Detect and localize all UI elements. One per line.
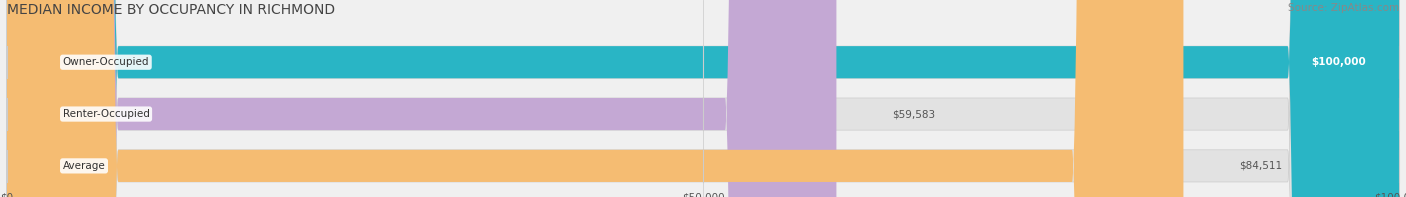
FancyBboxPatch shape bbox=[7, 0, 1399, 197]
Text: $0: $0 bbox=[0, 193, 14, 197]
FancyBboxPatch shape bbox=[7, 0, 1184, 197]
Text: Renter-Occupied: Renter-Occupied bbox=[63, 109, 149, 119]
Text: $50,000: $50,000 bbox=[682, 193, 724, 197]
Text: Owner-Occupied: Owner-Occupied bbox=[63, 57, 149, 67]
FancyBboxPatch shape bbox=[7, 0, 837, 197]
Text: $100,000: $100,000 bbox=[1310, 57, 1365, 67]
Text: Source: ZipAtlas.com: Source: ZipAtlas.com bbox=[1288, 3, 1399, 13]
Text: Average: Average bbox=[63, 161, 105, 171]
Text: $59,583: $59,583 bbox=[891, 109, 935, 119]
FancyBboxPatch shape bbox=[7, 0, 1399, 197]
Text: MEDIAN INCOME BY OCCUPANCY IN RICHMOND: MEDIAN INCOME BY OCCUPANCY IN RICHMOND bbox=[7, 3, 335, 17]
Text: $84,511: $84,511 bbox=[1239, 161, 1282, 171]
Text: $100,000: $100,000 bbox=[1375, 193, 1406, 197]
FancyBboxPatch shape bbox=[7, 0, 1399, 197]
FancyBboxPatch shape bbox=[7, 0, 1399, 197]
